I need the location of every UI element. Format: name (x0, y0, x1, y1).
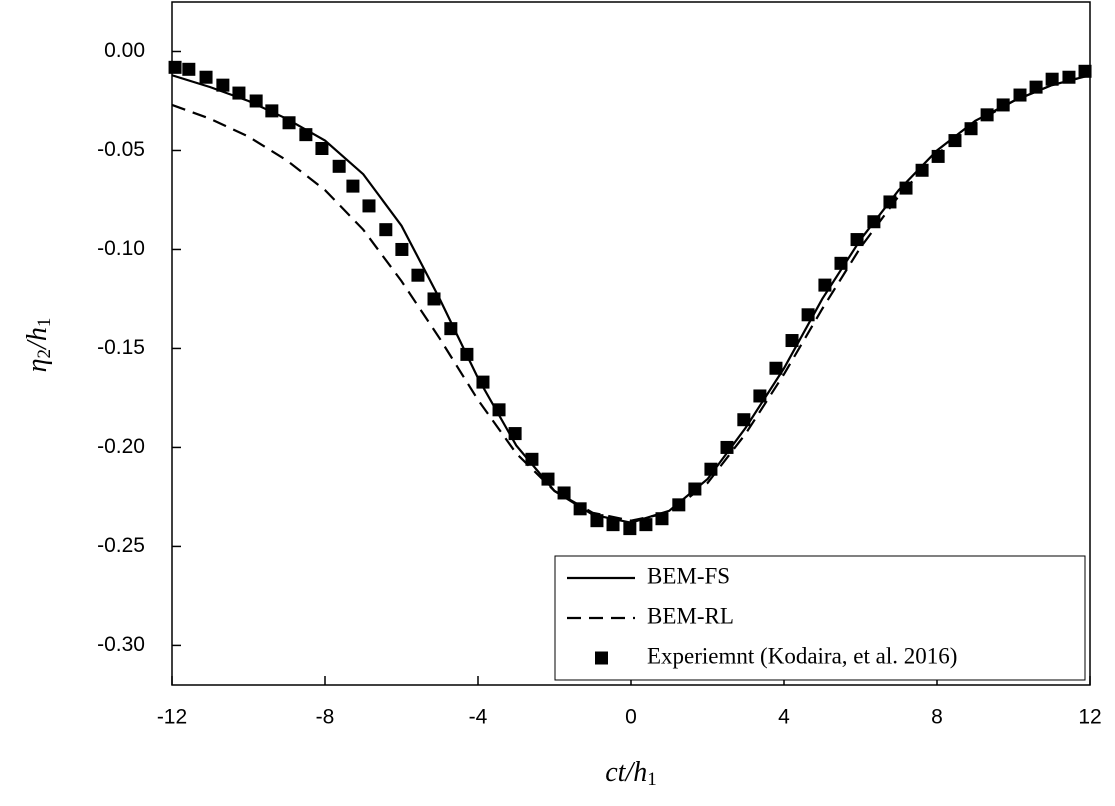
data-point (834, 256, 848, 270)
data-point (508, 427, 522, 441)
y-tick-label: -0.25 (97, 534, 145, 557)
data-point (411, 268, 425, 282)
data-point (1078, 64, 1092, 78)
data-point (753, 389, 767, 403)
legend-box (554, 555, 1086, 681)
data-point (282, 116, 296, 130)
x-tick-label: -4 (469, 706, 488, 729)
data-point (232, 86, 246, 100)
data-point (476, 375, 490, 389)
data-point (199, 70, 213, 84)
data-point (1062, 70, 1076, 84)
y-tick-label: -0.20 (97, 435, 145, 458)
data-point (996, 98, 1010, 112)
data-point (541, 472, 555, 486)
legend-label: BEM-FS (647, 563, 730, 588)
data-point (1045, 72, 1059, 86)
data-point (557, 486, 571, 500)
data-point (785, 334, 799, 348)
data-point (769, 361, 783, 375)
data-point (265, 104, 279, 118)
x-tick-label: -12 (157, 706, 187, 729)
data-point (590, 514, 604, 528)
legend-marker (595, 651, 608, 665)
y-tick-label: -0.15 (97, 336, 145, 359)
x-tick-label: 4 (778, 706, 790, 729)
y-axis-label: η2/h1 (22, 318, 55, 373)
data-point (249, 94, 263, 108)
data-point (492, 403, 506, 417)
y-tick-label: -0.30 (97, 633, 145, 656)
data-point (931, 149, 945, 163)
data-point (427, 292, 441, 306)
y-label-main: η (22, 358, 53, 372)
data-point (525, 452, 539, 466)
y-tick-label: -0.05 (97, 138, 145, 161)
data-point (964, 122, 978, 136)
data-point (395, 242, 409, 256)
data-point (444, 322, 458, 336)
y-label-sub: 1 (34, 318, 55, 328)
data-point (315, 141, 329, 155)
y-label-sub: 2 (34, 349, 55, 359)
data-point (915, 163, 929, 177)
data-point (1029, 80, 1043, 94)
x-tick-label: -8 (316, 706, 335, 729)
x-tick-label: 12 (1078, 706, 1101, 729)
data-point (720, 440, 734, 454)
data-point (332, 159, 346, 173)
data-point (655, 512, 669, 526)
x-tick-label: 8 (931, 706, 943, 729)
data-point (818, 278, 832, 292)
y-label-main: /h (22, 327, 53, 351)
x-axis-label: ct/h1 (605, 757, 657, 790)
data-point (216, 78, 230, 92)
data-point (704, 462, 718, 476)
data-point (362, 199, 376, 213)
data-point (899, 181, 913, 195)
x-label-main: ct/h (605, 757, 647, 788)
x-label-sub: 1 (647, 769, 657, 790)
data-point (346, 179, 360, 193)
data-point (801, 308, 815, 322)
data-point (299, 128, 313, 142)
data-point (460, 347, 474, 361)
data-point (182, 62, 196, 76)
data-point (867, 215, 881, 229)
y-tick-label: 0.00 (104, 39, 145, 62)
data-point (573, 502, 587, 516)
data-point (737, 413, 751, 427)
data-point (688, 482, 702, 496)
data-point (168, 60, 182, 74)
data-point (948, 134, 962, 148)
data-point (980, 108, 994, 122)
x-tick-label: 0 (625, 706, 637, 729)
data-point (1013, 88, 1027, 102)
legend-label: Experiemnt (Kodaira, et al. 2016) (647, 643, 957, 668)
data-point (379, 223, 393, 237)
y-tick-label: -0.10 (97, 237, 145, 260)
data-point (883, 195, 897, 209)
legend-label: BEM-RL (647, 603, 734, 628)
data-point (606, 518, 620, 532)
data-point (850, 233, 864, 247)
data-point (672, 498, 686, 512)
data-point (639, 518, 653, 532)
data-point (623, 522, 637, 536)
